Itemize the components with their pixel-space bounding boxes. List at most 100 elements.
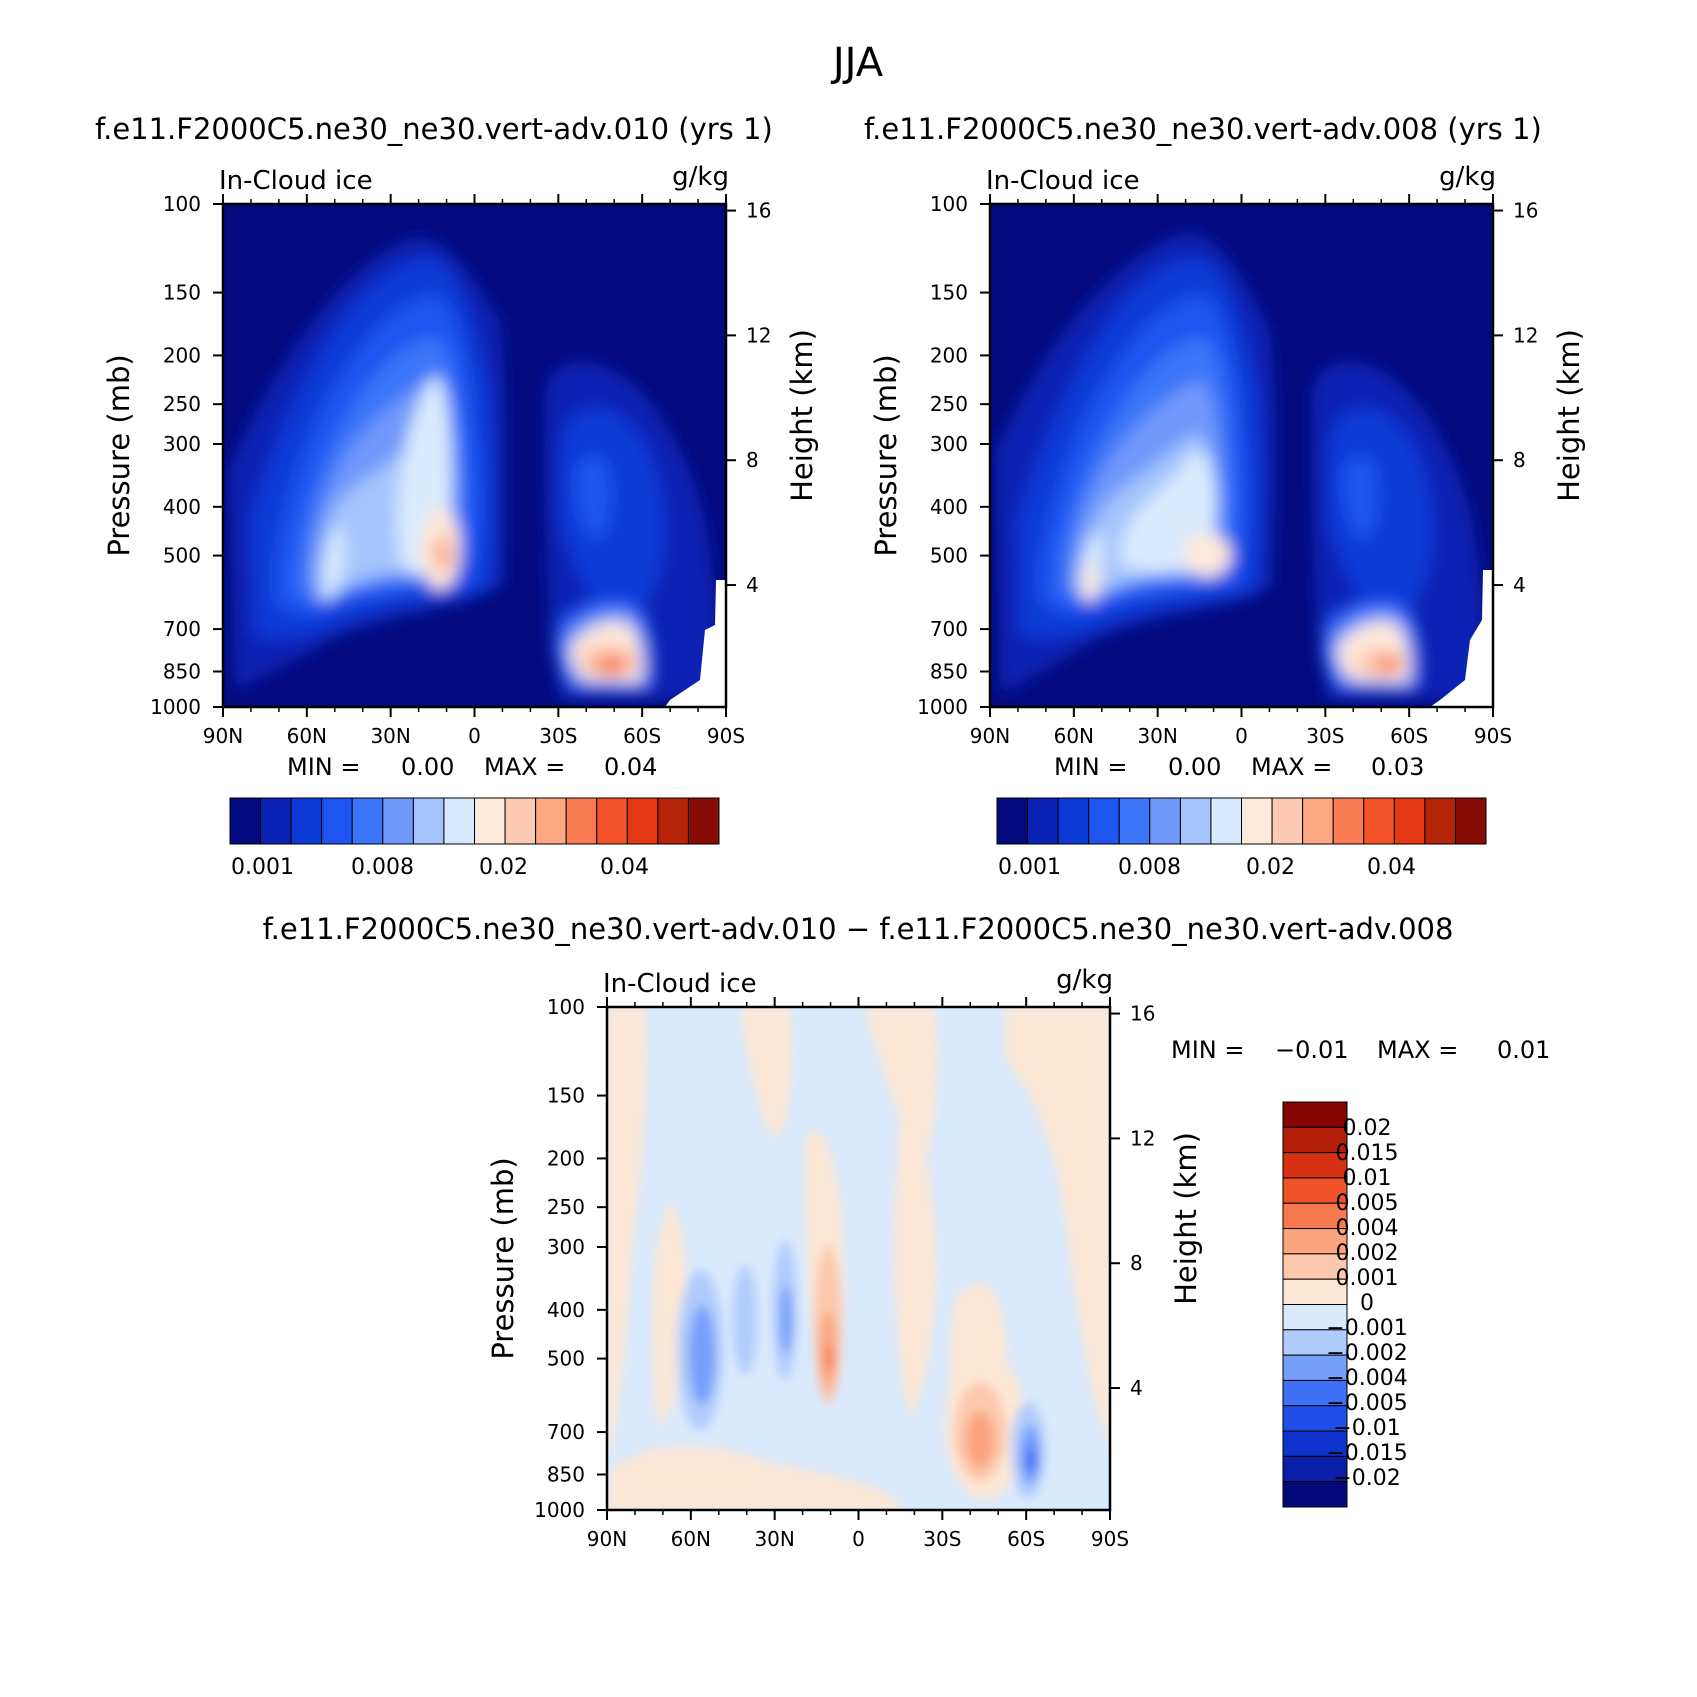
colorbar-swatch: [687, 797, 720, 845]
colorbar-swatch: [1393, 797, 1426, 845]
panel-3-cbar-label: 0.001: [1336, 1266, 1399, 1291]
y-axis-title-pressure: Pressure (mb): [102, 354, 136, 556]
colorbar-swatch: [535, 797, 567, 845]
y-axis-title-height: Height (km): [1169, 1132, 1203, 1305]
lat-tick-label: 90N: [587, 1527, 627, 1551]
pressure-tick-label: 500: [930, 544, 968, 568]
lat-tick-label: 60S: [1007, 1527, 1045, 1551]
panel-2-cbar-label-0001: 0.001: [998, 855, 1061, 880]
height-tick-label: 16: [746, 199, 771, 223]
pressure-tick-label: 100: [930, 192, 968, 216]
lat-tick-label: 90N: [203, 724, 243, 748]
pressure-tick-label: 150: [163, 281, 201, 305]
panel-3-cbar-label: 0.005: [1336, 1191, 1399, 1216]
panel-3-min-label: MIN =: [1171, 1036, 1244, 1064]
colorbar-swatch: [1282, 1329, 1348, 1356]
colorbar-swatch: [1302, 797, 1334, 845]
panel-3-contour-field: [607, 1007, 1110, 1510]
colorbar-swatch: [1282, 1101, 1348, 1128]
pressure-tick-label: 500: [163, 544, 201, 568]
lat-tick-label: 0: [852, 1527, 865, 1551]
colorbar-swatch: [1282, 1354, 1348, 1381]
pressure-tick-label: 700: [930, 617, 968, 641]
height-tick-label: 12: [1130, 1126, 1155, 1150]
colorbar-swatch: [1282, 1202, 1348, 1230]
colorbar-swatch: [1149, 797, 1181, 845]
colorbar-swatch: [1282, 1481, 1348, 1508]
colorbar-swatch: [443, 797, 475, 845]
panel-3-cbar-label: −0.02: [1333, 1466, 1400, 1491]
colorbar-swatch: [1118, 797, 1151, 845]
y-axis-title-height: Height (km): [1552, 329, 1586, 502]
colorbar-swatch: [1282, 1253, 1348, 1280]
lat-tick-label: 0: [1235, 724, 1248, 748]
colorbar-swatch: [565, 797, 598, 845]
panel-2-title: f.e11.F2000C5.ne30_ne30.vert-adv.008 (yr…: [864, 112, 1542, 146]
lat-tick-label: 30S: [1306, 724, 1344, 748]
colorbar-swatch: [1088, 797, 1120, 845]
colorbar-swatch: [1454, 797, 1487, 845]
height-tick-label: 4: [1513, 573, 1526, 597]
colorbar-swatch: [1282, 1177, 1348, 1204]
lat-tick-label: 90S: [1474, 724, 1512, 748]
panel-3-cbar-label: 0: [1360, 1291, 1374, 1316]
panel-2-min-value: 0.00: [1168, 753, 1221, 781]
lat-tick-label: 60S: [1390, 724, 1428, 748]
lat-tick-label: 90N: [970, 724, 1010, 748]
pressure-tick-label: 200: [930, 343, 968, 367]
pressure-tick-label: 1000: [150, 695, 201, 719]
panel-2-max-label: MAX =: [1251, 753, 1332, 781]
colorbar-swatch: [1282, 1304, 1348, 1331]
panel-3-cbar-label: 0.015: [1336, 1141, 1399, 1166]
panel-1-cbar-label-0008: 0.008: [351, 855, 414, 880]
panel-3-cbar-label: 0.004: [1336, 1216, 1399, 1241]
panel-3-max-label: MAX =: [1377, 1036, 1458, 1064]
figure-title: JJA: [830, 40, 884, 86]
colorbar-swatch: [474, 797, 506, 845]
panel-2-variable-label: In-Cloud ice: [986, 166, 1140, 196]
colorbar-swatch: [1282, 1430, 1348, 1457]
pressure-tick-label: 250: [547, 1195, 585, 1219]
panel-3-title: f.e11.F2000C5.ne30_ne30.vert-adv.010 − f…: [263, 912, 1454, 946]
lat-tick-label: 60N: [287, 724, 327, 748]
colorbar-swatch: [1424, 797, 1456, 845]
pressure-tick-label: 700: [163, 617, 201, 641]
pressure-tick-label: 700: [547, 1420, 585, 1444]
pressure-tick-label: 400: [930, 495, 968, 519]
lat-tick-label: 30N: [754, 1527, 794, 1551]
panel-1-max-value: 0.04: [604, 753, 657, 781]
panel-3-variable-label: In-Cloud ice: [603, 969, 757, 999]
colorbar-swatch: [626, 797, 659, 845]
pressure-tick-label: 850: [547, 1462, 585, 1486]
height-tick-label: 16: [1513, 199, 1538, 223]
colorbar-swatch: [1027, 797, 1059, 845]
panel-3-cbar-label: −0.001: [1326, 1316, 1407, 1341]
colorbar-swatch: [996, 797, 1029, 845]
colorbar-swatch: [1363, 797, 1395, 845]
pressure-tick-label: 100: [547, 995, 585, 1019]
panel-3-cbar-label: 0.002: [1336, 1241, 1399, 1266]
colorbar-swatch: [229, 797, 262, 845]
pressure-tick-label: 300: [163, 432, 201, 456]
panel-3-cbar-label: −0.005: [1326, 1391, 1407, 1416]
colorbar-swatch: [1057, 797, 1090, 845]
pressure-tick-label: 250: [930, 392, 968, 416]
panel-1-stats: MIN = 0.00 MAX = 0.04: [287, 753, 657, 781]
pressure-tick-label: 200: [163, 343, 201, 367]
lat-tick-label: 30N: [370, 724, 410, 748]
colorbar-swatch: [382, 797, 414, 845]
lat-tick-label: 30S: [539, 724, 577, 748]
panel-1-cbar-label-004: 0.04: [600, 855, 649, 880]
panel-2-units-label: g/kg: [1439, 162, 1496, 192]
height-tick-label: 4: [1130, 1376, 1143, 1400]
height-tick-label: 8: [1130, 1251, 1143, 1275]
pressure-tick-label: 1000: [534, 1498, 585, 1522]
panel-3-cbar-label: 0.02: [1343, 1116, 1392, 1141]
panel-1-colorbar: [229, 797, 720, 845]
panel-1-variable-label: In-Cloud ice: [219, 166, 373, 196]
panel-1-min-label: MIN =: [287, 753, 360, 781]
pressure-tick-label: 200: [547, 1146, 585, 1170]
pressure-tick-label: 850: [930, 659, 968, 683]
panel-1-units-label: g/kg: [672, 162, 729, 192]
